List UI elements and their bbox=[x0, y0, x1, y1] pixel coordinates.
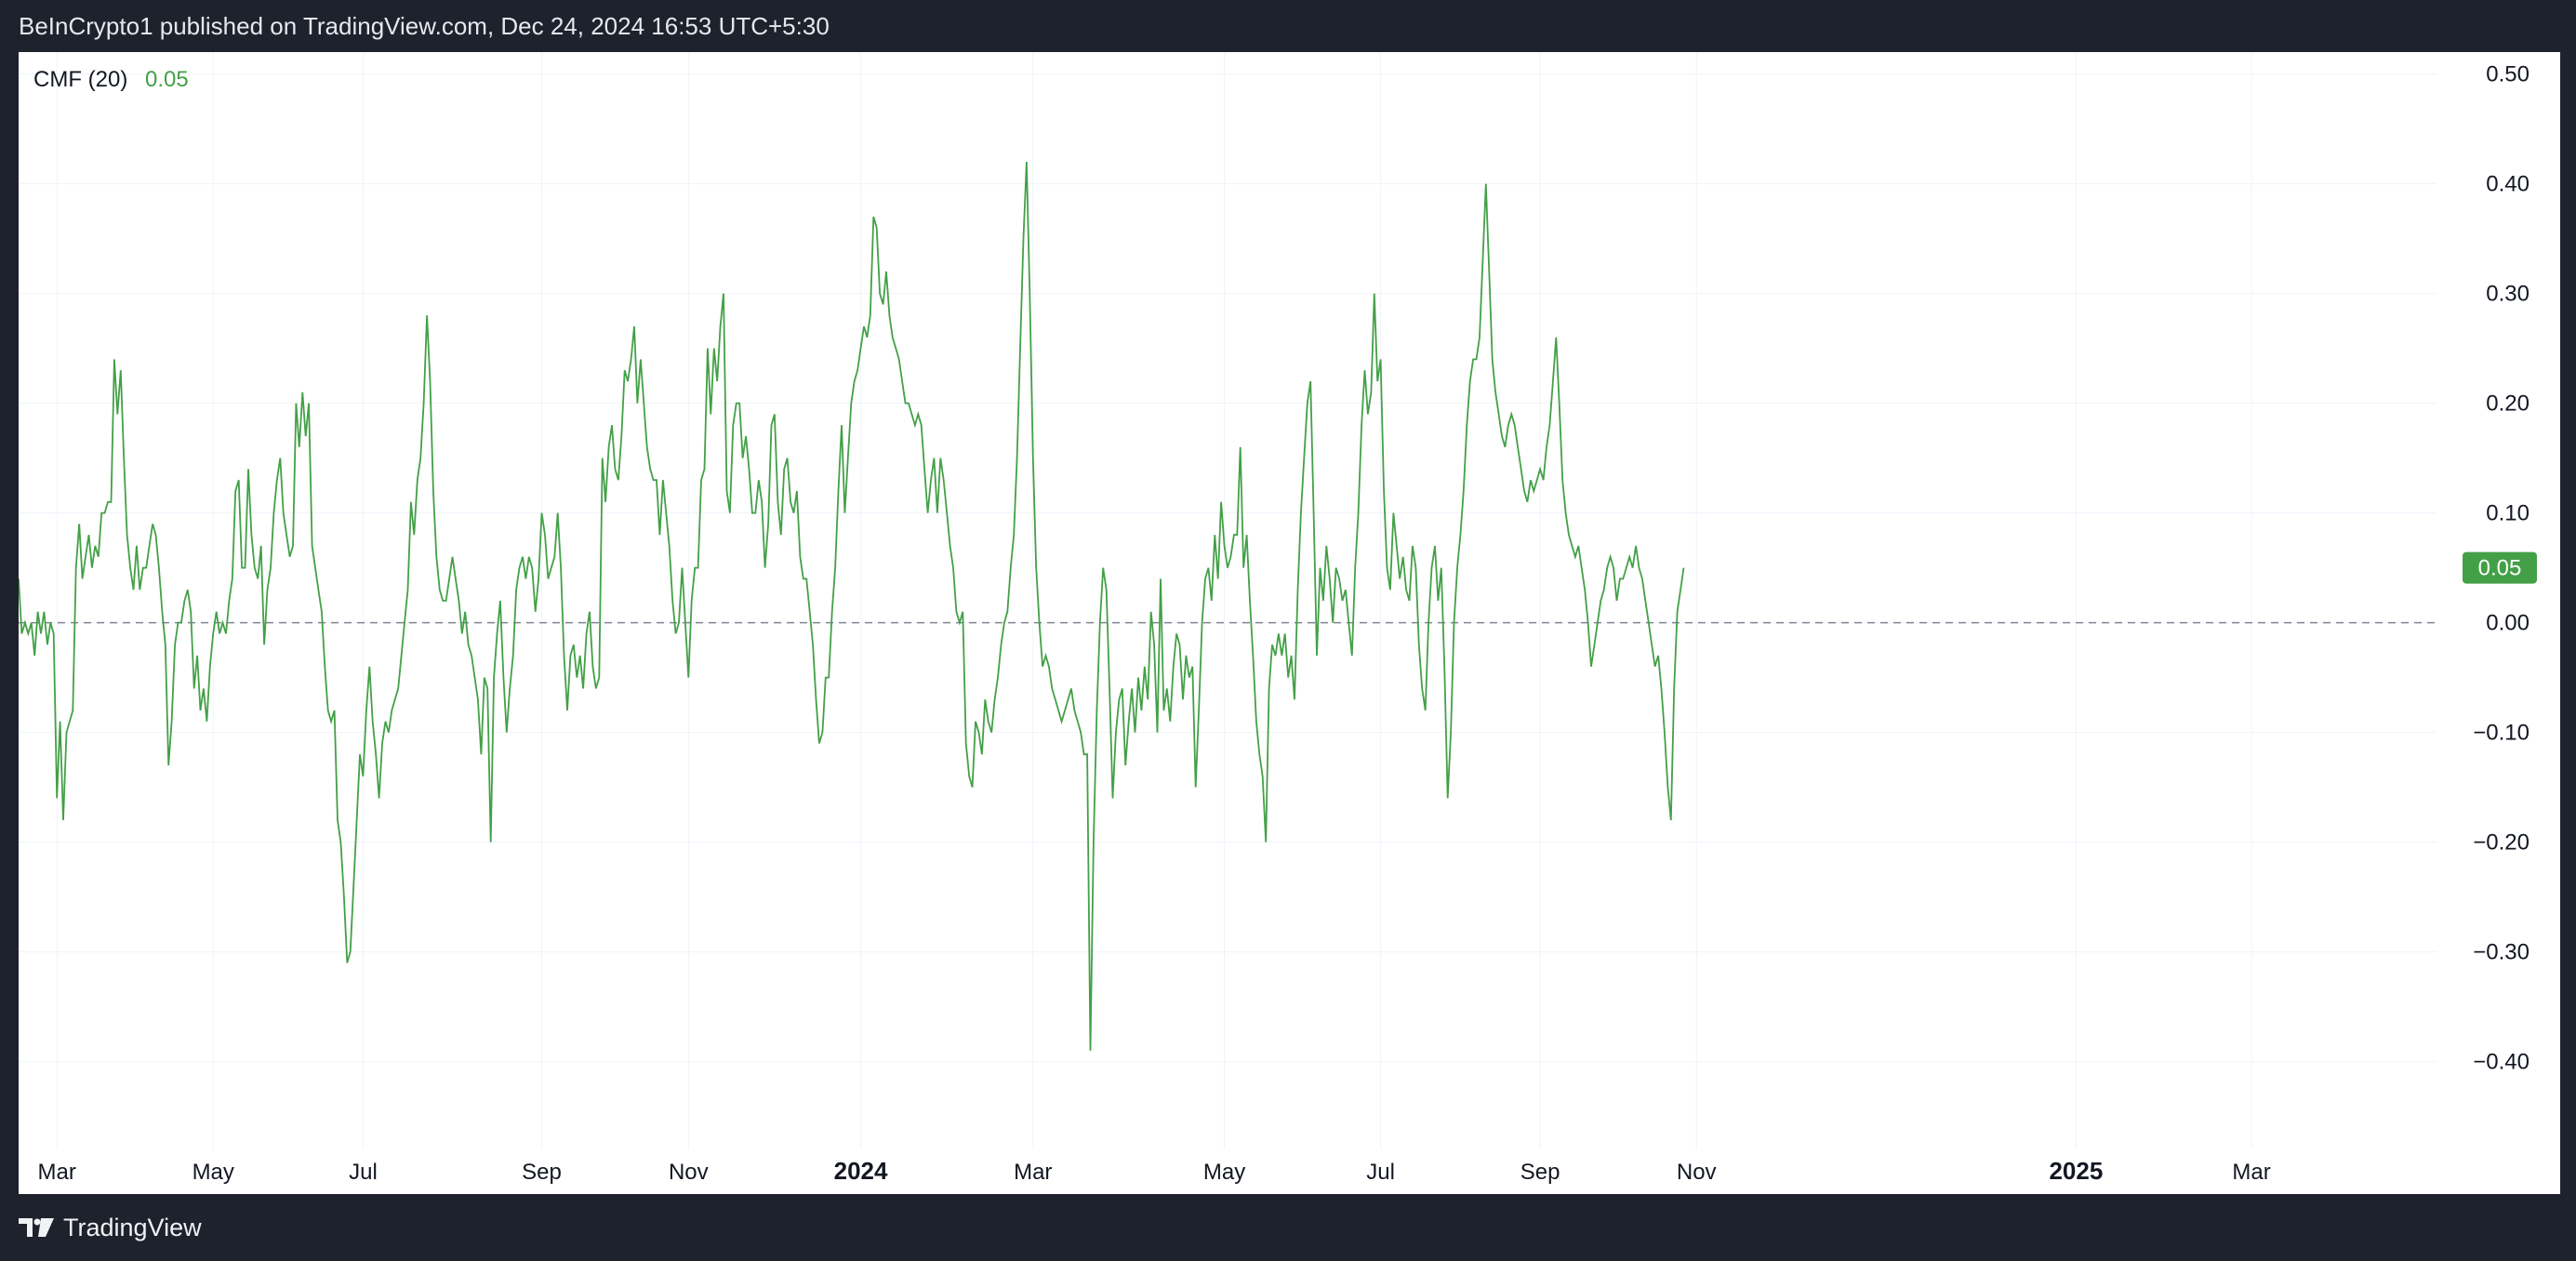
y-tick-label: 0.10 bbox=[2486, 501, 2530, 526]
tradingview-logo-icon bbox=[19, 1218, 54, 1237]
x-tick-label: Mar bbox=[2232, 1160, 2270, 1185]
x-tick-label: 2024 bbox=[834, 1157, 888, 1185]
x-tick-label: 2025 bbox=[2049, 1157, 2103, 1185]
last-value-badge-bg bbox=[2463, 551, 2537, 584]
publish-info: BeInCrypto1 published on TradingView.com… bbox=[19, 12, 830, 40]
brand-name: TradingView bbox=[63, 1213, 202, 1241]
x-tick-label: Mar bbox=[37, 1160, 75, 1185]
publish-bar: BeInCrypto1 published on TradingView.com… bbox=[0, 0, 2576, 52]
x-axis-labels: Mar May Jul Sep Nov 2024 Mar May Jul Sep Nov 2025 Ma… bbox=[37, 1157, 2270, 1185]
y-tick-label: 0.00 bbox=[2486, 611, 2530, 636]
x-tick-label: Sep bbox=[522, 1160, 562, 1185]
x-tick-label: Nov bbox=[1677, 1160, 1717, 1185]
x-tick-label: May bbox=[193, 1160, 234, 1185]
grid-lines bbox=[19, 52, 2437, 1149]
x-tick-label: May bbox=[1203, 1160, 1245, 1185]
y-tick-label: 0.20 bbox=[2486, 392, 2530, 417]
x-tick-label: Mar bbox=[1014, 1160, 1052, 1185]
y-tick-label: −0.10 bbox=[2473, 721, 2530, 746]
chart-panel[interactable]: 0.50 0.40 0.30 0.20 0.10 0.00 −0.10 −0.20 −0.30 −… bbox=[18, 52, 2560, 1194]
tradingview-brand[interactable]: TradingView bbox=[19, 1211, 202, 1244]
y-tick-label: 0.30 bbox=[2486, 282, 2530, 307]
indicator-legend[interactable]: CMF (20) 0.05 bbox=[33, 67, 189, 92]
x-tick-label: Sep bbox=[1520, 1160, 1560, 1185]
x-tick-label: Jul bbox=[349, 1160, 378, 1185]
y-tick-label: −0.20 bbox=[2473, 830, 2530, 856]
y-tick-label: −0.40 bbox=[2473, 1050, 2530, 1075]
y-tick-label: −0.30 bbox=[2473, 940, 2530, 965]
last-value-badge-text: 0.05 bbox=[2478, 556, 2522, 581]
last-value-badge: 0.05 bbox=[2463, 551, 2537, 584]
x-tick-label: Jul bbox=[1366, 1160, 1395, 1185]
y-tick-label: 0.40 bbox=[2486, 172, 2530, 197]
y-axis-labels: 0.50 0.40 0.30 0.20 0.10 0.00 −0.10 −0.20 −0.30 −… bbox=[2473, 62, 2530, 1075]
legend-name: CMF (20) bbox=[33, 67, 127, 92]
x-tick-label: Nov bbox=[669, 1160, 709, 1185]
y-tick-label: 0.50 bbox=[2486, 62, 2530, 87]
cmf-chart[interactable]: 0.50 0.40 0.30 0.20 0.10 0.00 −0.10 −0.20 −0.30 −… bbox=[18, 52, 2560, 1194]
cmf-series-line bbox=[18, 161, 1685, 1051]
footer-bar: TradingView bbox=[0, 1194, 2576, 1261]
legend-value: 0.05 bbox=[145, 67, 189, 92]
